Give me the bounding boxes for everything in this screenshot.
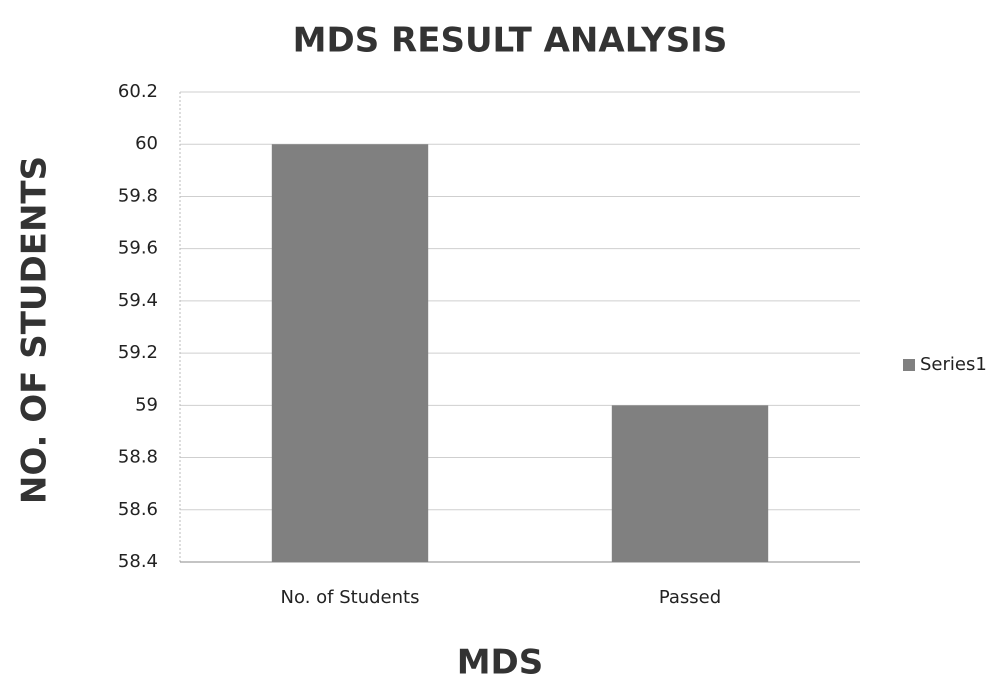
x-tick-label: No. of Students bbox=[281, 587, 420, 608]
y-tick-label: 59 bbox=[135, 394, 158, 415]
legend-swatch bbox=[903, 359, 915, 371]
chart-title: MDS RESULT ANALYSIS bbox=[293, 21, 728, 61]
y-tick-label: 58.6 bbox=[118, 499, 158, 520]
y-tick-label: 59.2 bbox=[118, 342, 158, 363]
y-tick-label: 60.2 bbox=[118, 81, 158, 102]
y-axis-label: NO. OF STUDENTS bbox=[15, 156, 55, 504]
y-tick-label: 59.8 bbox=[118, 185, 158, 206]
x-tick-label: Passed bbox=[659, 587, 721, 608]
x-axis-label: MDS bbox=[457, 643, 544, 683]
y-tick-label: 58.8 bbox=[118, 447, 158, 468]
y-tick-label: 60 bbox=[135, 133, 158, 154]
bar bbox=[271, 144, 429, 562]
y-tick-label: 59.6 bbox=[118, 238, 158, 259]
y-tick-label: 59.4 bbox=[118, 290, 158, 311]
y-tick-label: 58.4 bbox=[118, 551, 158, 572]
legend-label: Series1 bbox=[920, 354, 987, 375]
bar bbox=[611, 405, 769, 562]
